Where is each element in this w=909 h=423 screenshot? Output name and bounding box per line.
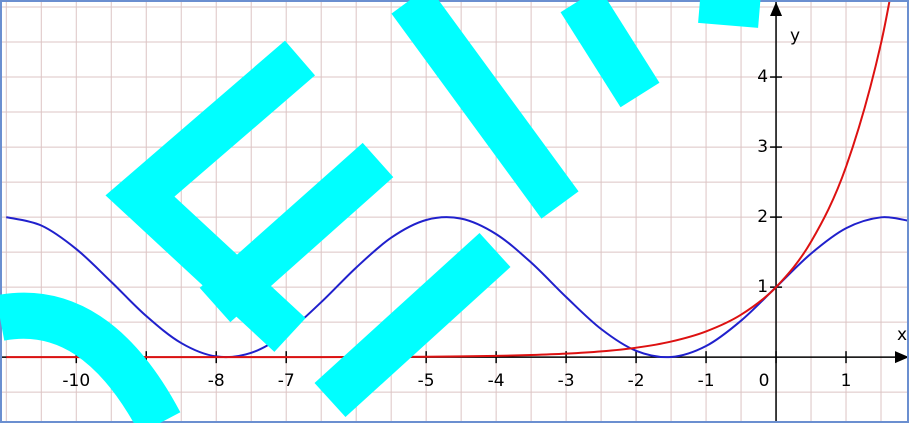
x-tick-label: -2 — [628, 371, 645, 391]
y-tick-label: 1 — [757, 277, 768, 297]
x-axis-label: x — [897, 325, 907, 345]
x-tick-label: -4 — [488, 371, 505, 391]
x-tick-label: -7 — [278, 371, 295, 391]
x-tick-label: -3 — [558, 371, 575, 391]
y-tick-label: 3 — [757, 137, 768, 157]
x-tick-label: -5 — [418, 371, 435, 391]
y-tick-label: 4 — [757, 67, 768, 87]
x-tick-label: -1 — [698, 371, 715, 391]
y-axis-arrow — [770, 2, 782, 16]
x-tick-label: 0 — [759, 371, 770, 391]
watermark-stroke — [580, 0, 640, 95]
watermark-stroke — [700, 0, 760, 5]
x-tick-label: -10 — [62, 371, 90, 391]
plot: xy-10-9-8-7-6-5-4-3-2-1011234 — [0, 0, 909, 423]
watermark — [0, 0, 760, 423]
watermark-stroke — [410, 0, 560, 205]
y-tick-label: 2 — [757, 207, 768, 227]
y-axis-label: y — [790, 26, 800, 46]
x-tick-label: 1 — [841, 371, 852, 391]
page: {"chart_data": {"type": "line", "x_label… — [0, 0, 909, 423]
x-tick-label: -8 — [208, 371, 225, 391]
watermark-stroke — [330, 250, 495, 400]
x-axis-arrow — [895, 351, 909, 363]
watermark-stroke — [0, 316, 160, 423]
